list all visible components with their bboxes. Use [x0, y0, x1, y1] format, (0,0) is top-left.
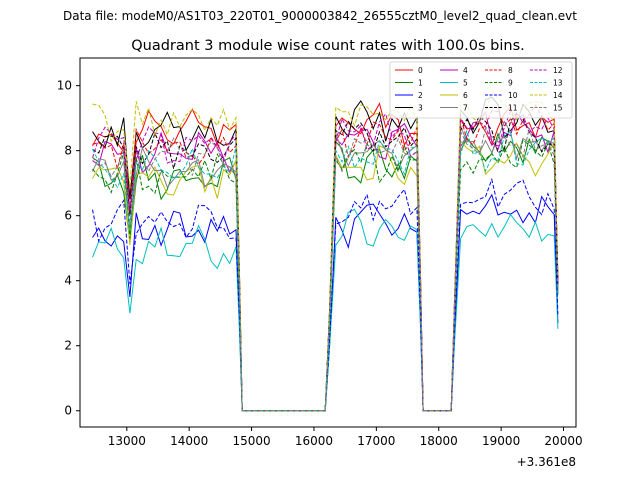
y-tick-label: 0: [64, 404, 72, 418]
series-line-12: [92, 110, 559, 412]
legend-label-2: 2: [418, 91, 423, 100]
x-tick-label: 19000: [482, 434, 520, 448]
series-line-9: [92, 138, 559, 412]
legend-label-11: 11: [508, 104, 518, 113]
legend-label-14: 14: [553, 91, 563, 100]
y-tick-label: 6: [64, 209, 72, 223]
plot-frame: [79, 57, 577, 428]
series-line-6: [92, 139, 559, 412]
series-line-1: [92, 132, 559, 412]
series-line-10: [92, 177, 559, 412]
series-line-13: [92, 130, 559, 412]
legend-label-9: 9: [508, 79, 513, 88]
series-line-4: [92, 110, 559, 412]
x-tick-label: 20000: [544, 434, 582, 448]
series-line-7: [92, 120, 559, 412]
series-line-3: [92, 96, 559, 412]
series-layer: [92, 90, 559, 412]
series-line-5: [92, 208, 559, 412]
x-tick-label: 17000: [357, 434, 395, 448]
legend-label-7: 7: [463, 104, 468, 113]
legend-label-8: 8: [508, 66, 513, 75]
x-tick-label: 14000: [170, 434, 208, 448]
legend-label-10: 10: [508, 91, 518, 100]
legend-label-4: 4: [463, 66, 468, 75]
chart-title: Quadrant 3 module wise count rates with …: [131, 38, 525, 54]
y-tick-label: 2: [64, 339, 72, 353]
legend-label-6: 6: [463, 91, 468, 100]
legend-label-12: 12: [553, 66, 563, 75]
y-tick-label: 4: [64, 274, 72, 288]
legend-label-15: 15: [553, 104, 563, 113]
x-axis-offset-label: +3.361e8: [517, 455, 576, 469]
legend-label-13: 13: [553, 79, 563, 88]
legend-label-1: 1: [418, 79, 423, 88]
axes-layer: 13000 14000 15000 16000 17000 18000 19000 20000…: [57, 57, 583, 448]
x-tick-label: 15000: [232, 434, 270, 448]
x-tick-label: 18000: [420, 434, 458, 448]
legend-box: [389, 61, 573, 119]
figure-suptitle: Data file: modeM0/AS1T03_220T01_90000038…: [63, 9, 577, 23]
series-line-15: [92, 127, 559, 412]
series-line-2: [92, 193, 559, 412]
x-tick-label: 13000: [108, 434, 146, 448]
y-tick-label: 10: [57, 79, 72, 93]
x-tick-label: 16000: [295, 434, 333, 448]
legend-label-5: 5: [463, 79, 468, 88]
y-tick-label: 8: [64, 144, 72, 158]
legend-label-0: 0: [418, 66, 423, 75]
series-line-0: [92, 102, 559, 412]
legend-label-3: 3: [418, 104, 423, 113]
